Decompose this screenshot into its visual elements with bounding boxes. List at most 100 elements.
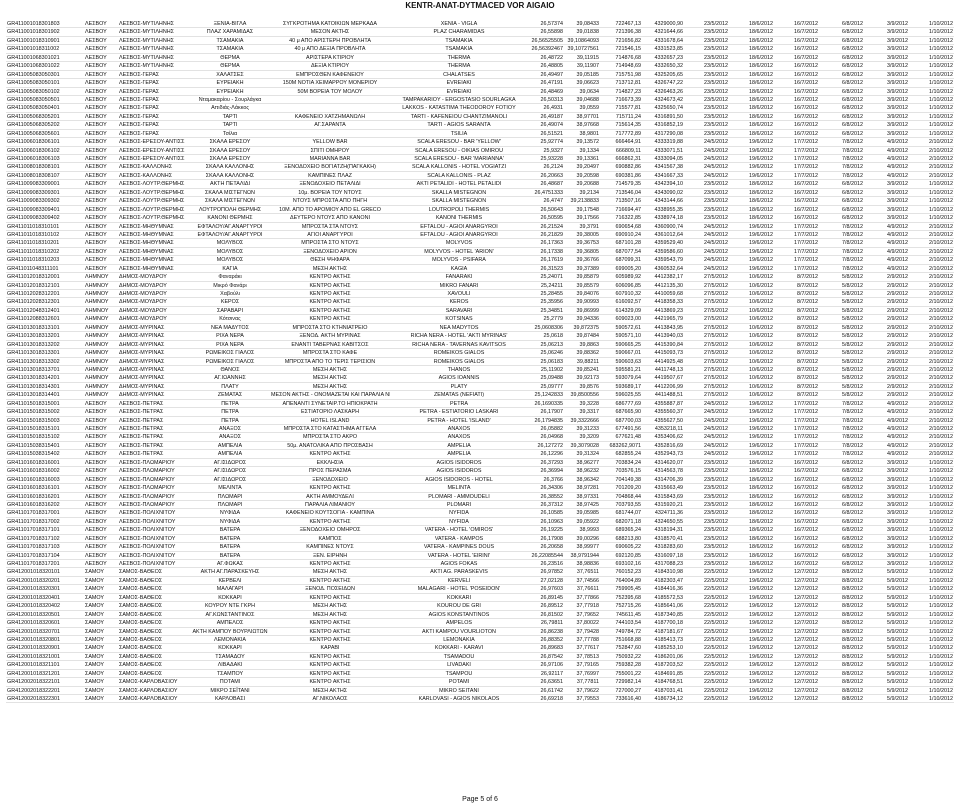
table-cell: ΣΚΑΛΑ ΕΡΕΣΟΥ (209, 139, 251, 146)
table-cell: 1/10/2012 (929, 71, 953, 78)
table-cell: ΣΚΑΛΑ ΚΑΛΛΟΝΗΣ (205, 164, 255, 171)
table-cell: GR412001018321201 (7, 670, 61, 677)
table-cell: 6/8/2012 (842, 527, 863, 534)
table-cell: 5/9/2012 (887, 611, 908, 618)
table-cell: 3/9/2012 (887, 113, 908, 120)
table-cell: AGIOS ISIDOROS (436, 468, 482, 475)
table-cell: 17/7/2012 (794, 426, 818, 432)
table-cell: 4353218,11 (654, 426, 683, 432)
table-cell: 590667,01 (615, 350, 641, 357)
table-row: GR411013018314401 ΛΗΜΝΟΥ ΔΗΜΟΣ-ΜΥΡΙΝΑΣ ΖΕΜΑ… (6, 391, 954, 400)
table-cell: 590603,63 (615, 358, 641, 365)
table-cell: ΚΕΝΤΡΟ ΑΚΤΗΣ (309, 282, 351, 289)
table-cell: 25,28455 (540, 291, 563, 297)
table-cell: 24/5/2012 (704, 442, 728, 449)
table-cell: 10/6/2012 (749, 375, 773, 382)
table-row: GR411013018314301 ΛΗΜΝΟΥ ΔΗΜΟΣ-ΜΥΡΙΝΑΣ ΠΛΑΤ… (6, 383, 954, 392)
table-row: GR411011018310102 ΛΕΣΒΟΥ ΛΕΣΒΟΣ-ΜΗΘΥΜΝΑΣ ΕΦ… (6, 231, 954, 240)
table-cell: 682071,18 (615, 518, 641, 525)
table-cell: 715751,98 (615, 71, 641, 78)
table-cell: 27/5/2012 (704, 291, 728, 297)
table-cell: 19/6/2012 (749, 231, 773, 238)
table-row: GR411017018317201 ΛΕΣΒΟΥ ΛΕΣΒΟΣ-ΠΟΛΙΧΝΙΤΟΥ… (6, 560, 954, 569)
table-cell: PLATY (450, 383, 468, 390)
table-cell: ΜΕΣΗ ΑΚΤΗΣ (312, 603, 348, 610)
table-cell: EFTALOU - AGIOI ANARGYROI (420, 231, 498, 238)
table-cell: 16/7/2012 (794, 527, 818, 534)
table-cell: 26,20663 (540, 172, 563, 179)
table-cell: 27/5/2012 (704, 341, 728, 348)
table-cell: GR412001018320501 (7, 611, 61, 618)
table-cell: PETRA - HOTEL 'ISLAND' (427, 417, 491, 424)
table-cell: 23/5/2012 (704, 71, 728, 78)
table-cell: 27/5/2012 (704, 274, 728, 281)
table-cell: GR411013018314201 (7, 375, 60, 382)
table-cell: 3/9/2012 (887, 54, 908, 61)
table-cell: 4331523,85 (654, 46, 683, 53)
table-cell: 38,97701 (576, 113, 599, 120)
table-cell: 17/7/2012 (794, 265, 818, 272)
table-cell: 4314620,07 (654, 459, 683, 466)
table-row: GR411009083309301 ΛΕΣΒΟΥ ΛΕΣΒΟΣ-ΛΟΥΤΡ.ΘΕΡΜ… (6, 189, 954, 198)
table-cell: 39,94336 (576, 316, 599, 323)
table-cell: 4360900,74 (654, 223, 683, 230)
table-cell: ΛΕΣΒΟΥ (85, 181, 107, 188)
table-cell: 3/9/2012 (887, 518, 908, 525)
table-cell: RICHA NERA - HOTEL 'AKTI MYRINAS' (410, 333, 508, 340)
table-cell: 5/8/2012 (842, 282, 863, 289)
table-cell: 692120,85 (615, 552, 641, 559)
table-cell: 4/9/2012 (887, 164, 908, 171)
table-cell: 686777,69 (615, 400, 641, 407)
table-cell: 39,92173 (576, 375, 599, 382)
table-cell: ΛΕΣΒΟΥ (85, 434, 107, 441)
table-cell: TSAMAKIA (445, 46, 473, 53)
table-cell: 4352816,69 (654, 442, 683, 449)
table-cell: 7/8/2012 (842, 409, 863, 416)
table-cell: 1/10/2012 (929, 518, 953, 525)
table-cell: 27/5/2012 (704, 324, 728, 331)
table-cell: 3/9/2012 (887, 46, 908, 53)
table-cell: 752847,60 (615, 645, 641, 652)
table-cell: 5/8/2012 (842, 307, 863, 314)
table-row: GR412001018320801 ΣΑΜΟΥ ΣΑΜΟΣ-ΒΑΘΕΟΣ ΛΕΜΟΝΑ… (6, 636, 954, 645)
table-cell: 759382,28 (615, 662, 641, 669)
table-cell: 16/7/2012 (794, 80, 818, 87)
data-table: GR411001018301803 ΛΕΣΒΟΥ ΛΕΣΒΟΣ-ΜΥΤΙΛΗΝΗΣ Ξ… (6, 20, 954, 704)
table-cell: ΛΕΣΒΟΣ-ΜΥΤΙΛΗΝΗΣ (119, 29, 174, 36)
table-cell: ΚΑΦΕΝΕΙΟ ΧΑΤΖΗΜΑΝΩΛΗ (294, 113, 366, 120)
table-cell: 25,93228 (540, 156, 563, 162)
table-cell: ΑΜΠΕΛΙΑ (217, 451, 243, 458)
table-cell: 16/7/2012 (794, 561, 818, 567)
table-cell: 6/8/2012 (842, 21, 863, 27)
table-cell: 6/8/2012 (842, 122, 863, 129)
table-cell: 4359529,40 (654, 240, 683, 247)
table-cell: 23/5/2012 (704, 96, 728, 103)
table-cell: 729982,14 (615, 679, 641, 686)
table-cell: 12/7/2012 (794, 569, 818, 576)
table-cell: MOLYVOS - HOTEL 'ARION' (424, 248, 494, 255)
table-cell: 16/7/2012 (794, 535, 818, 542)
table-cell: ΛΕΣΒΟΣ-ΠΛΩΜΑΡΙΟΥ (119, 468, 175, 475)
table-cell: 4338955,35 (654, 206, 683, 213)
table-cell: 4324650,55 (654, 518, 683, 525)
table-cell: ΛΕΣΒΟΣ-ΠΕΤΡΑΣ (119, 417, 164, 424)
table-cell: 6/8/2012 (842, 459, 863, 466)
table-cell: 18/6/2012 (749, 561, 773, 567)
table-cell: ΜΠΡΟΣΤΑ ΣΤΑ ΝΤΟΥΣ (301, 223, 359, 230)
table-row: GR411011018310101 ΛΕΣΒΟΥ ΛΕΣΒΟΣ-ΜΗΘΥΜΝΑΣ ΕΦ… (6, 223, 954, 231)
table-cell: 2/9/2012 (887, 341, 908, 348)
table-cell: 703576,15 (615, 468, 641, 475)
table-cell: 4355887,87 (654, 400, 683, 407)
table-cell: 4418358,33 (654, 299, 683, 306)
table-cell: ΛΕΣΒΟΥ (85, 223, 107, 230)
table-cell: SCALA KALLONIS - PLAZ (427, 172, 491, 179)
table-cell: 7/8/2012 (842, 265, 863, 272)
table-cell: 12/7/2012 (794, 611, 818, 618)
table-cell: 39,00296 (576, 535, 599, 542)
table-cell: ΑΓ.ΚΩΝΣΤΑΝΤΙΝΟΣ (205, 611, 255, 618)
table-cell: 10/6/2012 (749, 366, 773, 373)
table-cell: 690605,22 (615, 544, 641, 551)
table-cell: ΜΕΣΗ ΑΚΤΗΣ (312, 383, 348, 390)
table-cell: ΠΟΤΑΜΙ (219, 679, 241, 686)
table-cell: ΛΕΣΒΟΣ-ΓΕΡΑΣ (119, 96, 160, 103)
